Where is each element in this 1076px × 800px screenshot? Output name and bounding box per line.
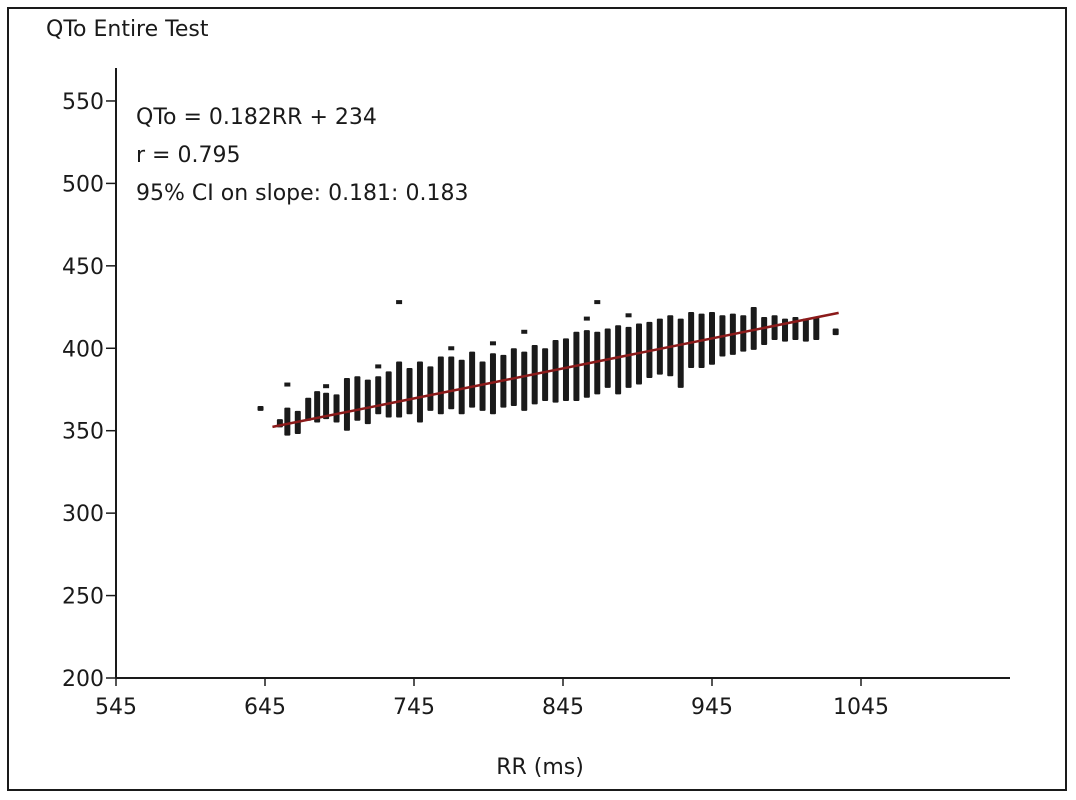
data-point-column xyxy=(594,331,601,395)
y-tick-label: 250 xyxy=(62,585,104,610)
y-tick-label: 200 xyxy=(62,667,104,692)
data-point-column xyxy=(832,328,839,336)
data-point-column xyxy=(375,376,382,415)
y-tick-label: 450 xyxy=(62,255,104,280)
data-point-column xyxy=(323,392,330,420)
x-tick-label: 945 xyxy=(691,695,733,720)
data-point-column xyxy=(521,351,528,411)
regression-line xyxy=(272,311,839,429)
x-tick-label: 545 xyxy=(95,695,137,720)
data-point-outlier xyxy=(594,300,601,305)
data-point-column xyxy=(314,391,321,423)
y-tick-label: 300 xyxy=(62,502,104,527)
annotation-equation: QTo = 0.182RR + 234 xyxy=(136,105,377,130)
x-tick-label: 645 xyxy=(244,695,286,720)
data-point-column xyxy=(656,318,663,375)
data-point-column xyxy=(257,405,264,411)
data-point-column xyxy=(458,359,465,415)
x-tick-label: 1045 xyxy=(833,695,889,720)
data-point-column xyxy=(479,361,486,411)
x-tick-label: 845 xyxy=(542,695,584,720)
annotation-ci: 95% CI on slope: 0.181: 0.183 xyxy=(136,181,468,206)
data-point-column xyxy=(688,312,695,369)
y-tick-label: 550 xyxy=(62,90,104,115)
y-tick-label: 350 xyxy=(62,420,104,445)
data-point-column xyxy=(552,340,559,403)
data-point-outlier xyxy=(583,316,590,321)
data-point-column xyxy=(333,394,340,423)
data-point-column xyxy=(364,379,371,425)
data-point-column xyxy=(625,326,632,388)
data-point-column xyxy=(469,351,476,408)
data-point-column xyxy=(385,371,392,418)
data-point-column xyxy=(677,318,684,388)
data-point-outlier xyxy=(323,384,330,389)
data-point-outlier xyxy=(521,329,528,334)
data-point-column xyxy=(615,325,622,395)
data-point-column xyxy=(448,356,455,410)
data-point-column xyxy=(750,307,757,350)
data-point-outlier xyxy=(396,300,403,305)
x-ticks: 545 645 745 845 945 1045 xyxy=(95,678,889,720)
data-point-column xyxy=(802,318,809,342)
data-point-column xyxy=(305,397,312,421)
data-point-column xyxy=(396,361,403,418)
data-point-column xyxy=(771,315,778,341)
data-point-outlier xyxy=(625,313,632,318)
y-tick-label: 400 xyxy=(62,337,104,362)
data-point-column xyxy=(437,356,444,415)
x-tick-label: 745 xyxy=(393,695,435,720)
annotation-r: r = 0.795 xyxy=(136,143,240,168)
chart-title: QTo Entire Test xyxy=(46,17,209,42)
data-point-column xyxy=(343,377,350,431)
y-ticks: 200 250 300 350 400 450 500 550 xyxy=(62,90,116,692)
data-point-column xyxy=(427,366,434,411)
data-point-column xyxy=(813,316,820,341)
data-point-column xyxy=(542,348,549,402)
data-point-column xyxy=(562,338,569,402)
data-point-outlier xyxy=(375,364,382,369)
data-point-column xyxy=(354,376,361,421)
data-point-outlier xyxy=(448,346,455,351)
data-point-column xyxy=(761,316,768,345)
data-point-outlier xyxy=(489,341,496,346)
data-point-column xyxy=(284,407,291,436)
data-point-outlier xyxy=(284,382,291,387)
data-points xyxy=(257,300,839,436)
y-tick-label: 500 xyxy=(62,172,104,197)
data-point-column xyxy=(416,361,423,423)
annotations: QTo = 0.182RR + 234 r = 0.795 95% CI on … xyxy=(136,105,468,206)
x-axis-label: RR (ms) xyxy=(496,755,584,780)
data-point-column xyxy=(740,315,747,352)
data-point-column xyxy=(406,368,413,415)
